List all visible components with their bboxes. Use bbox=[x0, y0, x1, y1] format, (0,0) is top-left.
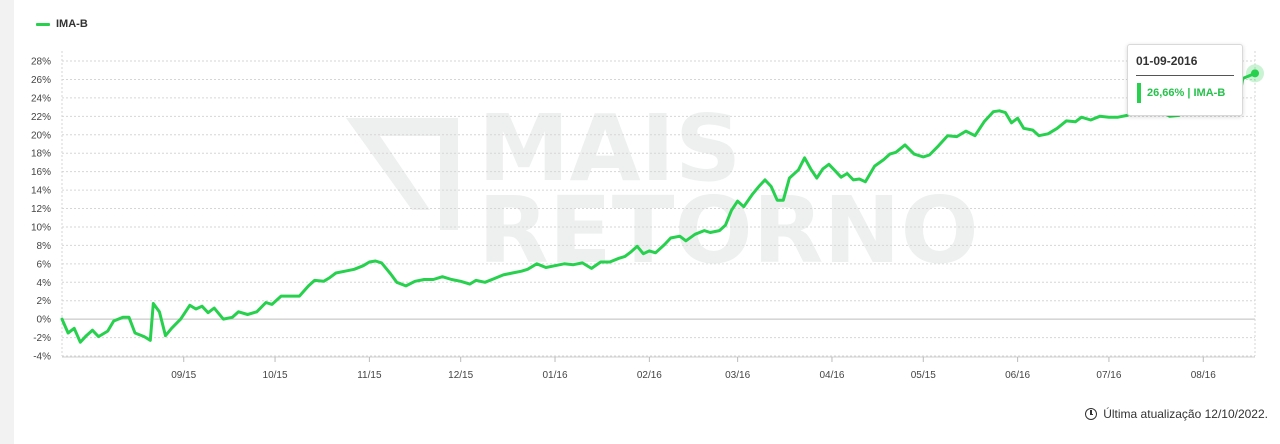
y-tick-label: 24% bbox=[31, 93, 51, 104]
tooltip: 01-09-2016 26,66% | IMA-B bbox=[1127, 44, 1243, 116]
legend-label: IMA-B bbox=[56, 18, 88, 30]
x-tick-label: 05/15 bbox=[911, 370, 936, 381]
y-tick-label: 2% bbox=[37, 296, 52, 307]
tooltip-date: 01-09-2016 bbox=[1136, 54, 1198, 68]
legend-swatch bbox=[36, 22, 50, 26]
legend[interactable]: IMA-B bbox=[36, 18, 88, 30]
last-update-text: Última atualização 12/10/2022. bbox=[1103, 407, 1268, 421]
x-tick-label: 08/16 bbox=[1191, 370, 1216, 381]
last-update-note: Última atualização 12/10/2022. bbox=[1085, 407, 1268, 421]
x-tick-label: 09/15 bbox=[171, 370, 196, 381]
x-tick-label: 04/16 bbox=[819, 370, 844, 381]
y-tick-label: 4% bbox=[37, 278, 52, 289]
tooltip-series-marker bbox=[1137, 83, 1141, 103]
x-tick-label: 11/15 bbox=[357, 370, 382, 381]
y-tick-label: 8% bbox=[37, 241, 52, 252]
chart-card bbox=[14, 0, 1280, 444]
y-tick-label: -4% bbox=[33, 352, 51, 363]
watermark-text-2: RETORNO bbox=[478, 177, 979, 284]
y-tick-label: 14% bbox=[31, 186, 51, 197]
watermark-text-1: MAIS bbox=[478, 95, 741, 202]
tooltip-divider bbox=[1136, 75, 1234, 76]
clock-icon bbox=[1085, 408, 1098, 420]
x-tick-label: 01/16 bbox=[543, 370, 568, 381]
y-tick-label: 26% bbox=[31, 75, 51, 86]
watermark-mark bbox=[346, 118, 458, 230]
x-tick-label: 12/15 bbox=[448, 370, 473, 381]
x-tick-label: 03/16 bbox=[725, 370, 750, 381]
y-tick-label: 10% bbox=[31, 222, 51, 233]
y-tick-label: 20% bbox=[31, 130, 51, 141]
y-tick-label: 16% bbox=[31, 167, 51, 178]
x-tick-label: 07/16 bbox=[1096, 370, 1121, 381]
y-tick-label: 0% bbox=[37, 315, 52, 326]
x-tick-label: 02/16 bbox=[637, 370, 662, 381]
y-tick-label: -2% bbox=[33, 333, 51, 344]
hover-point bbox=[1251, 69, 1259, 78]
x-tick-label: 10/15 bbox=[263, 370, 288, 381]
series-line-ima-b bbox=[60, 71, 1257, 344]
y-tick-label: 18% bbox=[31, 149, 51, 160]
y-tick-label: 6% bbox=[37, 259, 52, 270]
y-tick-label: 22% bbox=[31, 112, 51, 123]
y-tick-label: 12% bbox=[31, 204, 51, 215]
x-tick-label: 06/16 bbox=[1005, 370, 1030, 381]
y-tick-label: 28% bbox=[31, 57, 51, 68]
tooltip-value: 26,66% | IMA-B bbox=[1147, 87, 1226, 99]
